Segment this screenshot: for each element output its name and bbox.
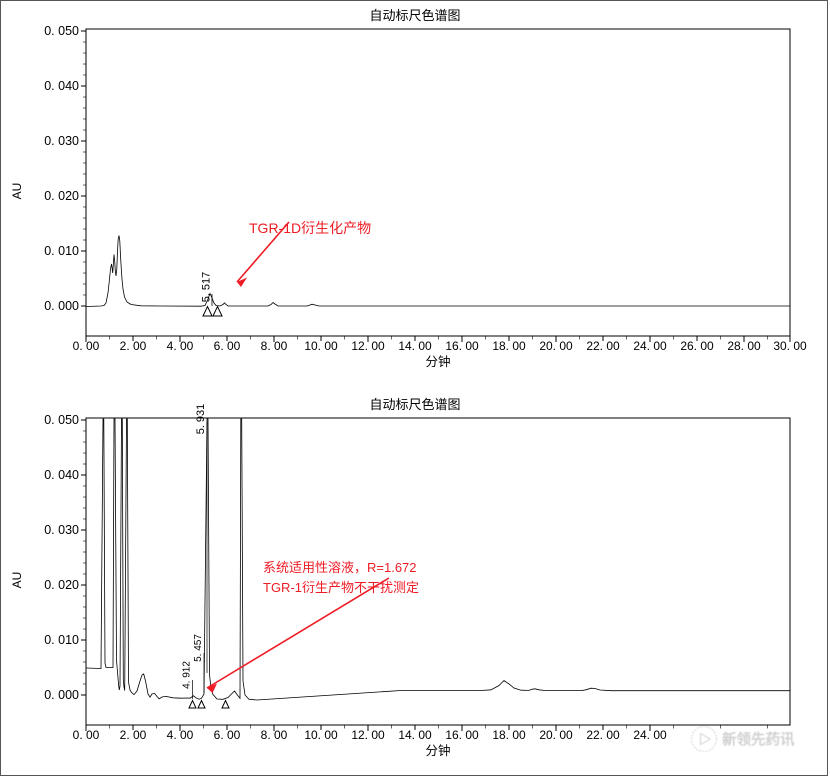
svg-text:分钟: 分钟 [425, 743, 450, 758]
svg-text:0. 010: 0. 010 [44, 244, 79, 258]
svg-text:4. 912: 4. 912 [182, 661, 193, 689]
svg-text:10. 00: 10. 00 [304, 339, 338, 353]
svg-text:22. 00: 22. 00 [586, 339, 620, 353]
svg-text:5. 517: 5. 517 [201, 272, 213, 303]
svg-text:0. 000: 0. 000 [44, 688, 79, 702]
svg-text:0. 030: 0. 030 [44, 134, 79, 148]
svg-text:0. 050: 0. 050 [44, 413, 79, 427]
svg-text:6. 00: 6. 00 [214, 728, 241, 742]
svg-text:0. 040: 0. 040 [44, 468, 79, 482]
svg-text:自动标尺色谱图: 自动标尺色谱图 [369, 8, 460, 23]
svg-text:6. 00: 6. 00 [214, 339, 241, 353]
svg-text:新领先药讯: 新领先药讯 [722, 731, 795, 749]
svg-text:分钟: 分钟 [425, 354, 450, 369]
svg-text:AU: AU [10, 572, 24, 589]
svg-text:AU: AU [10, 183, 24, 200]
svg-text:2. 00: 2. 00 [120, 339, 147, 353]
svg-text:0. 020: 0. 020 [44, 189, 79, 203]
svg-text:18. 00: 18. 00 [492, 339, 526, 353]
svg-text:TGR-1D衍生化产物: TGR-1D衍生化产物 [249, 220, 371, 236]
svg-text:22. 00: 22. 00 [586, 728, 620, 742]
svg-text:自动标尺色谱图: 自动标尺色谱图 [369, 397, 460, 412]
svg-text:26. 00: 26. 00 [680, 339, 714, 353]
svg-text:系统适用性溶液，R=1.672: 系统适用性溶液，R=1.672 [263, 560, 417, 575]
svg-text:2. 00: 2. 00 [120, 728, 147, 742]
svg-text:0. 030: 0. 030 [44, 523, 79, 537]
svg-text:0. 020: 0. 020 [44, 578, 79, 592]
svg-text:14. 00: 14. 00 [398, 339, 432, 353]
svg-text:TGR-1衍生产物不干扰测定: TGR-1衍生产物不干扰测定 [263, 580, 419, 595]
svg-text:0. 010: 0. 010 [44, 633, 79, 647]
svg-text:10. 00: 10. 00 [304, 728, 338, 742]
svg-text:18. 00: 18. 00 [492, 728, 526, 742]
svg-text:5. 931: 5. 931 [195, 404, 207, 435]
svg-text:0. 040: 0. 040 [44, 79, 79, 93]
svg-text:0. 050: 0. 050 [44, 24, 79, 38]
svg-text:0. 000: 0. 000 [44, 299, 79, 313]
svg-text:5. 457: 5. 457 [193, 634, 204, 662]
svg-text:14. 00: 14. 00 [398, 728, 432, 742]
